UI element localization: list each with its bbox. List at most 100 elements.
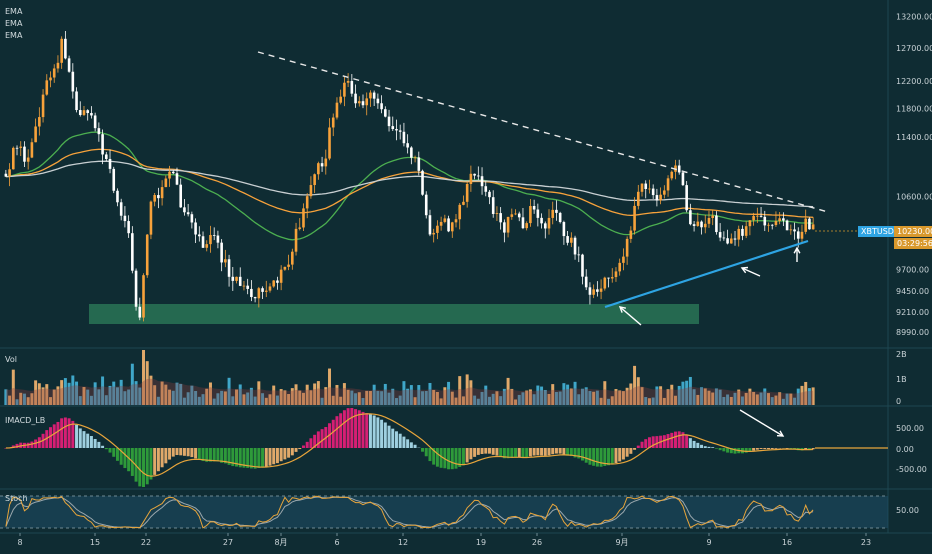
candle-body bbox=[250, 289, 253, 297]
x-tick-label: 12 bbox=[398, 538, 408, 547]
candle-body bbox=[659, 195, 662, 201]
candle-body bbox=[343, 83, 346, 97]
macd-histogram-bar bbox=[767, 448, 770, 449]
candle-body bbox=[410, 147, 413, 157]
macd-histogram-bar bbox=[138, 448, 141, 486]
macd-histogram-bar bbox=[544, 448, 547, 456]
candle-body bbox=[60, 39, 63, 63]
candle-body bbox=[16, 148, 19, 149]
macd-histogram-bar bbox=[94, 439, 97, 448]
candle-body bbox=[488, 192, 491, 197]
macd-histogram-bar bbox=[317, 431, 320, 448]
candle-body bbox=[797, 231, 800, 238]
macd-histogram-bar bbox=[510, 448, 513, 458]
candle-body bbox=[220, 243, 223, 263]
candle-body bbox=[365, 98, 368, 105]
candle-body bbox=[760, 216, 763, 217]
macd-histogram-bar bbox=[402, 437, 405, 448]
macd-histogram-bar bbox=[265, 448, 268, 467]
candle-body bbox=[551, 210, 554, 218]
macd-histogram-bar bbox=[414, 445, 417, 448]
macd-histogram-bar bbox=[521, 448, 524, 458]
legend-ema-2[interactable]: EMA bbox=[5, 19, 22, 28]
candle-body bbox=[79, 110, 82, 115]
macd-histogram-bar bbox=[495, 448, 498, 456]
x-tick-label: 19 bbox=[476, 538, 486, 547]
candle-body bbox=[470, 174, 473, 184]
candle-body bbox=[27, 158, 30, 162]
macd-histogram-bar bbox=[105, 448, 108, 449]
macd-histogram-bar bbox=[283, 448, 286, 459]
candle-body bbox=[42, 95, 45, 117]
macd-histogram-bar bbox=[618, 448, 621, 461]
macd-histogram-bar bbox=[298, 448, 301, 449]
macd-histogram-bar bbox=[548, 448, 551, 455]
macd-histogram-bar bbox=[321, 429, 324, 448]
candle-body bbox=[172, 172, 175, 173]
macd-histogram-bar bbox=[704, 446, 707, 448]
macd-histogram-bar bbox=[216, 448, 219, 462]
macd-histogram-bar bbox=[302, 445, 305, 448]
x-tick-label: 16 bbox=[782, 538, 792, 547]
x-tick-label: 8 bbox=[17, 538, 22, 547]
candle-body bbox=[473, 174, 476, 176]
candle-body bbox=[176, 173, 179, 184]
macd-histogram-bar bbox=[257, 448, 260, 468]
macd-histogram-bar bbox=[641, 442, 644, 448]
macd-histogram-bar bbox=[700, 445, 703, 448]
candle-body bbox=[749, 220, 752, 226]
macd-histogram-bar bbox=[276, 448, 279, 463]
candle-body bbox=[224, 259, 227, 262]
candle-body bbox=[737, 229, 740, 240]
candle-body bbox=[622, 257, 625, 263]
macd-histogram-bar bbox=[399, 434, 402, 448]
macd-histogram-bar bbox=[689, 438, 692, 448]
candle-body bbox=[585, 277, 588, 288]
macd-histogram-bar bbox=[488, 448, 491, 454]
candle-body bbox=[202, 236, 205, 248]
macd-histogram-bar bbox=[499, 448, 502, 457]
candle-body bbox=[142, 275, 145, 317]
macd-histogram-bar bbox=[715, 448, 718, 449]
stoch-pane-label[interactable]: Stoch bbox=[5, 494, 28, 503]
candle-body bbox=[723, 238, 726, 239]
macd-histogram-bar bbox=[187, 448, 190, 456]
macd-histogram-bar bbox=[588, 448, 591, 465]
candle-body bbox=[12, 148, 15, 169]
macd-histogram-bar bbox=[261, 448, 264, 467]
macd-histogram-bar bbox=[213, 448, 216, 461]
macd-histogram-bar bbox=[447, 448, 450, 469]
macd-histogram-bar bbox=[760, 448, 763, 449]
macd-histogram-bar bbox=[123, 448, 126, 468]
candle-body bbox=[663, 190, 666, 194]
macd-histogram-bar bbox=[358, 410, 361, 448]
legend-ema-1[interactable]: EMA bbox=[5, 7, 22, 16]
macd-histogram-bar bbox=[369, 414, 372, 448]
macd-histogram-bar bbox=[707, 447, 710, 448]
macd-histogram-bar bbox=[611, 448, 614, 464]
candle-body bbox=[112, 169, 115, 191]
candle-body bbox=[548, 218, 551, 229]
macd-histogram-bar bbox=[596, 448, 599, 467]
price-tick-label: 11800.00 bbox=[896, 105, 932, 114]
candle-body bbox=[477, 176, 480, 177]
legend-ema-3[interactable]: EMA bbox=[5, 31, 22, 40]
macd-histogram-bar bbox=[269, 448, 272, 466]
candle-body bbox=[462, 202, 465, 205]
candle-body bbox=[775, 221, 778, 225]
volume-pane-label[interactable]: Vol bbox=[5, 355, 17, 364]
candle-body bbox=[131, 233, 134, 270]
candle-body bbox=[380, 103, 383, 109]
candle-body bbox=[272, 280, 275, 286]
candle-body bbox=[161, 187, 164, 198]
candle-body bbox=[522, 217, 525, 228]
candle-body bbox=[179, 185, 182, 208]
candle-body bbox=[682, 172, 685, 185]
candle-body bbox=[615, 271, 618, 277]
candle-body bbox=[213, 235, 216, 236]
macd-histogram-bar bbox=[533, 448, 536, 456]
macd-histogram-bar bbox=[49, 427, 52, 448]
macd-pane-label[interactable]: IMACD_LB bbox=[5, 416, 45, 425]
